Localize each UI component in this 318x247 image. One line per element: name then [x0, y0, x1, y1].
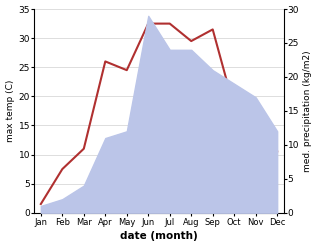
Y-axis label: med. precipitation (kg/m2): med. precipitation (kg/m2) [303, 50, 313, 172]
Y-axis label: max temp (C): max temp (C) [5, 80, 15, 142]
X-axis label: date (month): date (month) [120, 231, 198, 242]
